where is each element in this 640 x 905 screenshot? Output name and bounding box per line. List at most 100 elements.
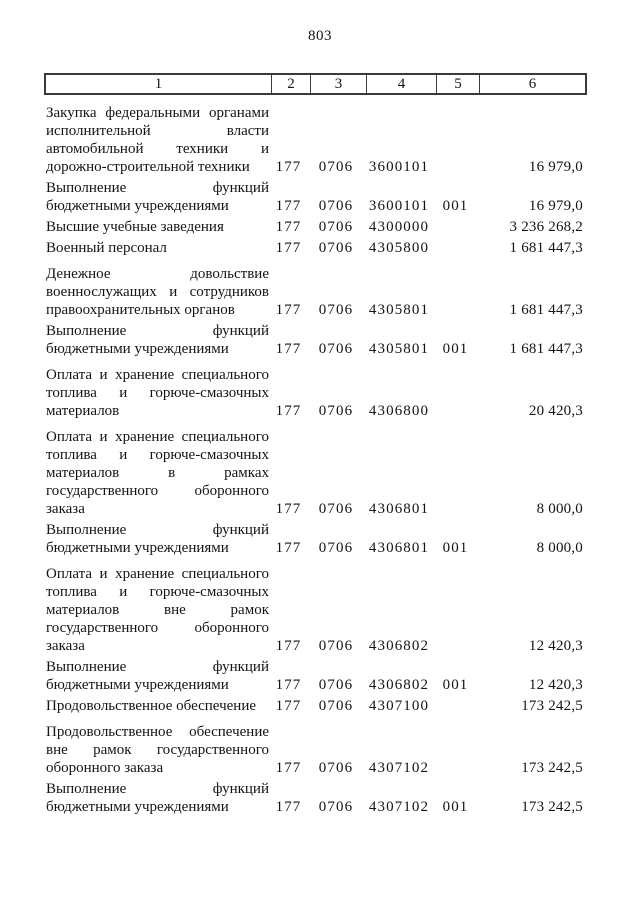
row-title: Закупка федеральными органами исполнитель… [44, 104, 269, 176]
row-title-line: бюджетными учреждениями [46, 799, 229, 815]
table-row: Оплата и хранение специального топлива и … [44, 366, 587, 420]
cell-chapter-code: 177 [275, 799, 302, 815]
cell-target-article: 3600101 [368, 198, 430, 214]
header-cell-2: 2 [271, 75, 310, 93]
cell-target-article: 4306802 [368, 638, 430, 654]
cell-expense-type: 001 [442, 540, 469, 556]
row-title: Выполнение функций бюджетными учреждениям… [44, 780, 269, 816]
row-title-line: топлива и горюче-смазочных [46, 385, 269, 401]
cell-amount: 12 420,3 [528, 638, 583, 654]
cell-chapter-code: 177 [275, 698, 302, 714]
row-title-line: правоохранительных органов [46, 302, 235, 318]
header-cell-3: 3 [310, 75, 366, 93]
row-title-line: дорожно-строительной техники [46, 159, 250, 175]
cell-target-article: 4305801 [368, 341, 430, 357]
row-title: Продовольственное обеспечение вне рамок г… [44, 723, 269, 777]
cell-amount: 173 242,5 [521, 698, 583, 714]
cell-chapter-code: 177 [275, 219, 302, 235]
row-title-line: Продовольственное обеспечение [46, 724, 269, 740]
cell-section-code: 0706 [318, 799, 354, 815]
cell-amount: 173 242,5 [521, 799, 583, 815]
cell-chapter-code: 177 [275, 240, 302, 256]
cell-chapter-code: 177 [275, 760, 302, 776]
row-title-line: оборонного заказа [46, 760, 164, 776]
cell-chapter-code: 177 [275, 501, 302, 517]
row-title-line: топлива и горюче-смазочных [46, 447, 269, 463]
row-title: Оплата и хранение специального топлива и … [44, 565, 269, 655]
row-title-line: Военный персонал [46, 240, 167, 256]
row-title: Выполнение функций бюджетными учреждениям… [44, 322, 269, 358]
row-title-line: военнослужащих и сотрудников [46, 284, 269, 300]
cell-target-article: 4307102 [368, 760, 430, 776]
cell-chapter-code: 177 [275, 341, 302, 357]
row-title-line: Оплата и хранение специального [46, 566, 269, 582]
table-row: Оплата и хранение специального топлива и … [44, 428, 587, 518]
row-title-line: Выполнение функций [46, 323, 269, 339]
cell-chapter-code: 177 [275, 677, 302, 693]
row-title-line: Выполнение функций [46, 180, 269, 196]
row-title-line: государственного оборонного [46, 483, 269, 499]
cell-section-code: 0706 [318, 240, 354, 256]
row-title: Оплата и хранение специального топлива и … [44, 428, 269, 518]
cell-chapter-code: 177 [275, 638, 302, 654]
table-row: Выполнение функций бюджетными учреждениям… [44, 780, 587, 816]
row-title: Выполнение функций бюджетными учреждениям… [44, 521, 269, 557]
row-title-line: заказа [46, 501, 85, 517]
table-body: Закупка федеральными органами исполнитель… [44, 95, 587, 816]
cell-amount: 20 420,3 [528, 403, 583, 419]
row-title-line: материалов вне рамок [46, 602, 269, 618]
table-row: Продовольственное обеспечение 177 0706 4307… [44, 697, 587, 715]
row-title-line: автомобильной техники и [46, 141, 269, 157]
row-title-line: бюджетными учреждениями [46, 198, 229, 214]
cell-chapter-code: 177 [275, 540, 302, 556]
cell-section-code: 0706 [318, 302, 354, 318]
row-title-line: бюджетными учреждениями [46, 341, 229, 357]
table-row: Выполнение функций бюджетными учреждениям… [44, 322, 587, 358]
row-title-line: вне рамок государственного [46, 742, 269, 758]
cell-amount: 8 000,0 [536, 540, 583, 556]
cell-target-article: 4307102 [368, 799, 430, 815]
cell-amount: 16 979,0 [528, 198, 583, 214]
cell-section-code: 0706 [318, 341, 354, 357]
row-title-line: Продовольственное обеспечение [46, 698, 256, 714]
row-title-line: Оплата и хранение специального [46, 429, 269, 445]
table-row: Закупка федеральными органами исполнитель… [44, 104, 587, 176]
cell-expense-type: 001 [442, 341, 469, 357]
header-cell-1: 1 [154, 75, 163, 92]
cell-chapter-code: 177 [275, 159, 302, 175]
cell-section-code: 0706 [318, 198, 354, 214]
cell-amount: 12 420,3 [528, 677, 583, 693]
row-title-line: Оплата и хранение специального [46, 367, 269, 383]
cell-section-code: 0706 [318, 159, 354, 175]
row-title: Оплата и хранение специального топлива и … [44, 366, 269, 420]
page-number: 803 [308, 28, 332, 44]
row-title: Продовольственное обеспечение [44, 697, 269, 715]
cell-expense-type: 001 [442, 198, 469, 214]
row-title: Выполнение функций бюджетными учреждениям… [44, 179, 269, 215]
table-row: Выполнение функций бюджетными учреждениям… [44, 521, 587, 557]
row-title-line: Выполнение функций [46, 781, 269, 797]
row-title-line: государственного оборонного [46, 620, 269, 636]
cell-target-article: 4306800 [368, 403, 430, 419]
cell-expense-type: 001 [442, 799, 469, 815]
cell-target-article: 4300000 [368, 219, 430, 235]
cell-chapter-code: 177 [275, 302, 302, 318]
table-row: Выполнение функций бюджетными учреждениям… [44, 658, 587, 694]
cell-amount: 1 681 447,3 [509, 240, 583, 256]
table-row: Денежное довольствие военнослужащих и сот… [44, 265, 587, 319]
cell-amount: 173 242,5 [521, 760, 583, 776]
cell-section-code: 0706 [318, 501, 354, 517]
row-title-line: Выполнение функций [46, 522, 269, 538]
row-title-line: Выполнение функций [46, 659, 269, 675]
row-title-line: заказа [46, 638, 85, 654]
row-title-line: бюджетными учреждениями [46, 677, 229, 693]
cell-target-article: 4307100 [368, 698, 430, 714]
cell-target-article: 4305801 [368, 302, 430, 318]
cell-target-article: 4306801 [368, 540, 430, 556]
cell-section-code: 0706 [318, 540, 354, 556]
row-title-line: Высшие учебные заведения [46, 219, 224, 235]
row-title: Выполнение функций бюджетными учреждениям… [44, 658, 269, 694]
cell-section-code: 0706 [318, 760, 354, 776]
cell-target-article: 4306801 [368, 501, 430, 517]
header-cell-5: 5 [436, 75, 479, 93]
